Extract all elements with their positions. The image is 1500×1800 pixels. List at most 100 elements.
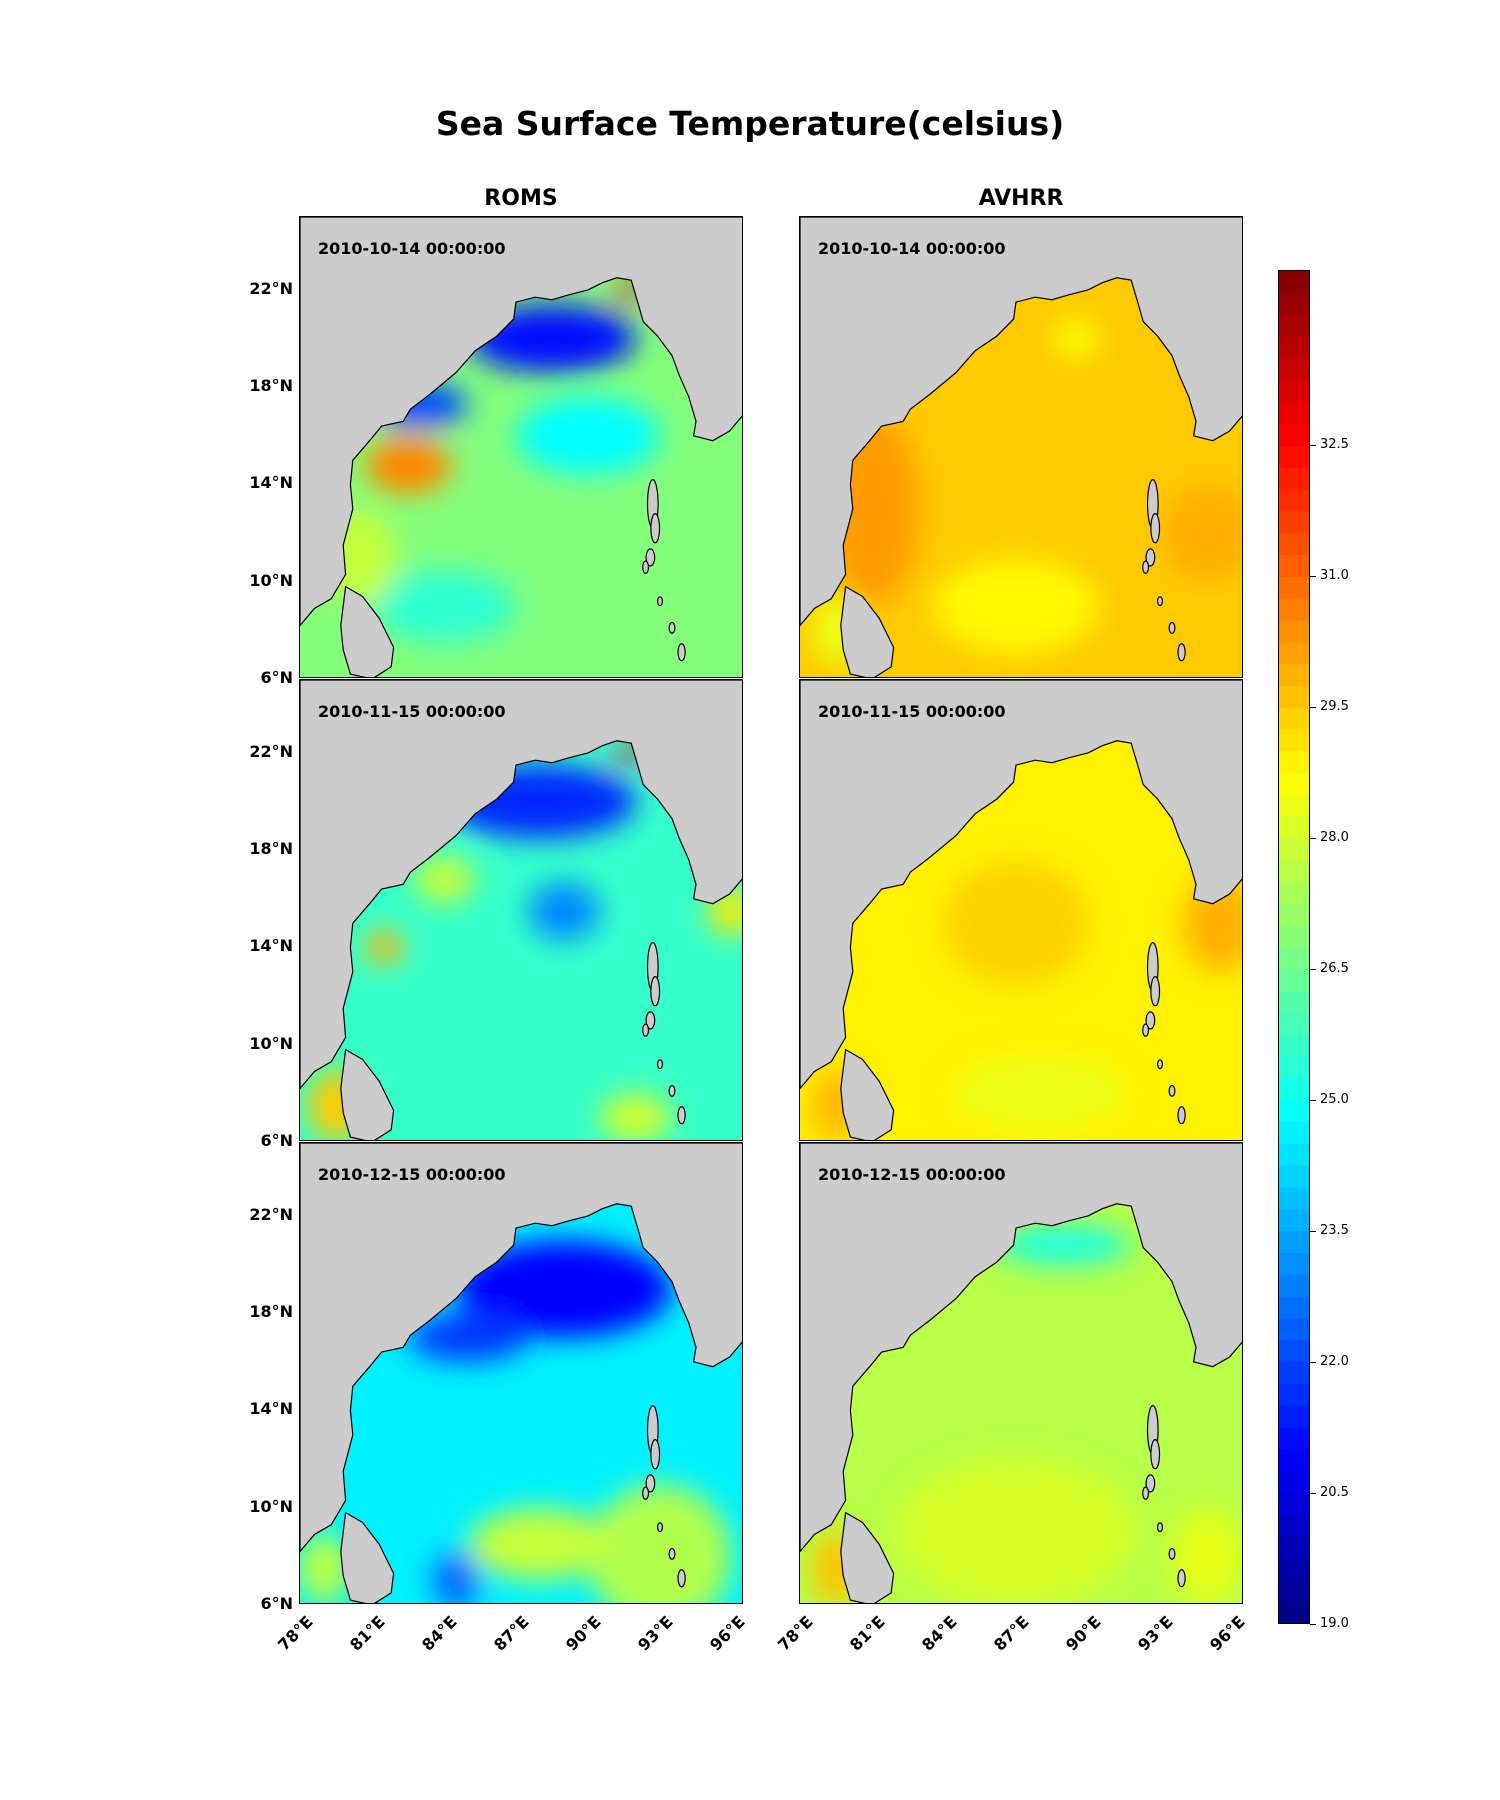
colorbar-level — [1279, 707, 1309, 730]
colorbar — [1278, 270, 1310, 1624]
chart-title: Sea Surface Temperature(celsius) — [435, 104, 1065, 143]
lon-tick-label: 96°E — [1205, 1612, 1249, 1655]
colorbar-gradient — [1279, 271, 1309, 1623]
colorbar-level — [1279, 968, 1309, 992]
island — [677, 1106, 686, 1125]
colorbar-level — [1279, 445, 1309, 468]
island — [657, 1059, 664, 1070]
panel-date: 2010-10-14 00:00:00 — [818, 239, 1006, 258]
colorbar-level — [1279, 1404, 1309, 1428]
colorbar-level — [1279, 1252, 1309, 1275]
colorbar-level — [1279, 1165, 1309, 1188]
island — [642, 560, 650, 574]
sst-feature — [932, 557, 1100, 655]
colorbar-level — [1279, 750, 1309, 774]
panel-date: 2010-11-15 00:00:00 — [818, 702, 1006, 721]
island — [668, 1547, 676, 1560]
colorbar-level — [1279, 816, 1309, 839]
colorbar-level — [1279, 380, 1309, 403]
island — [650, 1439, 661, 1470]
colorbar-tick-label: 28.0 — [1320, 829, 1349, 845]
colorbar-level — [1279, 489, 1309, 512]
colorbar-tick — [1310, 444, 1316, 446]
island — [645, 548, 656, 567]
lat-tick-label: 14°N — [249, 1399, 293, 1419]
island — [1145, 1474, 1156, 1493]
colorbar-level — [1279, 401, 1309, 425]
sst-field — [300, 680, 742, 1140]
sst-feature — [364, 435, 452, 495]
lat-tick-label: 6°N — [260, 668, 293, 687]
land-mainland — [300, 1143, 742, 1553]
lon-tick-label: 93°E — [1133, 1612, 1177, 1655]
colorbar-level — [1279, 1470, 1309, 1493]
colorbar-level — [1279, 641, 1309, 665]
colorbar-tick — [1310, 1492, 1316, 1494]
lat-tick-label: 6°N — [260, 1131, 293, 1150]
colorbar-level — [1279, 532, 1309, 556]
sst-feature — [956, 1056, 1124, 1130]
colorbar-level — [1279, 990, 1309, 1014]
colorbar-tick — [1310, 1230, 1316, 1232]
lat-tick-label: 10°N — [249, 570, 293, 590]
island — [642, 1023, 650, 1037]
panel-date: 2010-12-15 00:00:00 — [318, 1165, 506, 1184]
colorbar-tick — [1310, 1099, 1316, 1101]
colorbar-level — [1279, 1557, 1309, 1580]
island — [1157, 1059, 1164, 1070]
island — [1157, 1522, 1164, 1533]
colorbar-level — [1279, 1034, 1309, 1057]
sst-feature — [1052, 319, 1100, 359]
lon-tick-label: 93°E — [633, 1612, 677, 1655]
lat-tick-label: 6°N — [260, 1594, 293, 1613]
colorbar-level — [1279, 292, 1309, 316]
island — [1142, 560, 1150, 574]
island — [1150, 1439, 1161, 1470]
colorbar-level — [1279, 576, 1309, 599]
colorbar-tick-label: 22.0 — [1320, 1353, 1349, 1369]
colorbar-tick-label: 29.5 — [1320, 698, 1349, 714]
sst-feature — [944, 862, 1088, 984]
island — [668, 621, 676, 634]
lon-tick-label: 96°E — [705, 1612, 749, 1655]
sst-field — [300, 1143, 742, 1603]
lon-tick-label: 90°E — [561, 1612, 605, 1655]
lon-tick-label: 81°E — [345, 1612, 389, 1655]
lat-tick-label: 18°N — [249, 1302, 293, 1322]
land-sri-lanka — [340, 1048, 395, 1140]
column-title-roms: ROMS — [484, 186, 558, 211]
island — [650, 513, 661, 544]
colorbar-level — [1279, 1492, 1309, 1515]
colorbar-tick-label: 20.5 — [1320, 1484, 1349, 1500]
sst-feature — [456, 1240, 672, 1338]
island — [642, 1486, 650, 1500]
sst-feature — [896, 1459, 1136, 1603]
map-panel: 2010-11-15 00:00:00 — [799, 679, 1243, 1141]
lon-tick-label: 81°E — [845, 1612, 889, 1655]
sst-field — [300, 217, 742, 677]
land-mainland — [800, 680, 1242, 1090]
sst-feature — [1172, 1507, 1242, 1603]
colorbar-level — [1279, 794, 1309, 817]
colorbar-tick-label: 31.0 — [1320, 567, 1349, 583]
island — [677, 1569, 686, 1588]
map-panel: 2010-10-14 00:00:00 — [799, 216, 1243, 678]
colorbar-level — [1279, 423, 1309, 447]
island — [657, 1522, 664, 1533]
sst-field — [800, 217, 1242, 677]
lon-tick-label: 87°E — [489, 1612, 533, 1655]
map-panel: 2010-12-15 00:00:00 — [299, 1142, 743, 1604]
lat-tick-label: 14°N — [249, 473, 293, 493]
lon-tick-label: 90°E — [1061, 1612, 1105, 1655]
lon-tick-label: 87°E — [989, 1612, 1033, 1655]
island — [657, 596, 664, 607]
sst-feature — [412, 855, 476, 904]
colorbar-level — [1279, 1535, 1309, 1559]
island — [1142, 1023, 1150, 1037]
sst-field — [800, 680, 1242, 1140]
land-sri-lanka — [840, 1511, 895, 1603]
colorbar-tick — [1310, 575, 1316, 577]
land-mainland — [300, 217, 742, 627]
island — [1168, 621, 1176, 634]
lat-tick-label: 18°N — [249, 376, 293, 396]
